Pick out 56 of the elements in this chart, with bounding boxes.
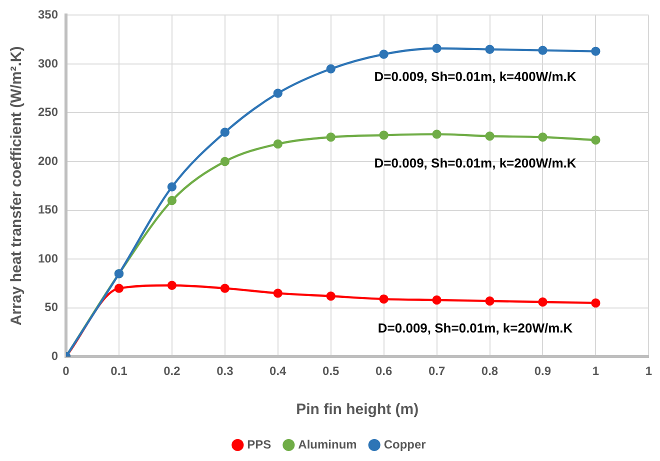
x-tick-label: 0.5: [322, 364, 340, 378]
x-tick-label: 0.2: [164, 364, 181, 378]
point: [273, 288, 282, 298]
x-tick-label: 0.4: [270, 364, 287, 378]
x-tick-label: 0.7: [428, 364, 446, 378]
point: [538, 132, 548, 142]
x-tick-label: 0.3: [216, 364, 234, 378]
y-tick-label: 0: [51, 348, 58, 363]
y-tick-label: 350: [38, 8, 58, 22]
point: [220, 156, 230, 166]
point: [379, 294, 388, 304]
y-tick-label: 300: [38, 56, 58, 70]
x-tick-label: 0.8: [481, 364, 498, 378]
x-tick-label: 1: [592, 364, 600, 378]
y-tick-label: 150: [38, 202, 58, 217]
annotation: D=0.009, Sh=0.01m, k=200W/m.K: [374, 156, 577, 171]
point: [273, 88, 282, 98]
y-axis-title: Array heat transfer coefficient (W/m².K): [8, 46, 26, 326]
point: [167, 280, 177, 290]
point: [538, 46, 548, 55]
point: [114, 284, 124, 293]
legend-label: Copper: [384, 437, 426, 452]
y-tick-label: 100: [38, 251, 58, 266]
x-tick-label: 0.6: [375, 364, 392, 378]
y-tick-label: 250: [38, 105, 58, 120]
point: [538, 297, 548, 307]
annotation: D=0.009, Sh=0.01m, k=20W/m.K: [378, 320, 574, 336]
point: [485, 296, 494, 306]
point: [167, 182, 177, 192]
point: [591, 46, 600, 56]
point: [379, 50, 388, 59]
point: [432, 44, 442, 53]
point: [326, 292, 336, 301]
legend-label: Aluminum: [298, 437, 357, 452]
point: [167, 196, 177, 206]
legend-label: PPS: [247, 437, 272, 452]
point: [432, 130, 442, 139]
point: [432, 295, 442, 305]
point: [220, 284, 230, 293]
x-tick-label: 0: [62, 364, 70, 378]
point: [591, 298, 600, 308]
x-axis-title: Pin fin height (m): [296, 401, 419, 418]
y-tick-label: 50: [44, 300, 58, 314]
point: [379, 130, 388, 140]
point: [485, 132, 494, 141]
annotation: D=0.009, Sh=0.01m, k=400W/m.K: [374, 68, 577, 84]
point: [485, 44, 494, 54]
point: [220, 128, 230, 137]
x-tick-label: 0.1: [110, 364, 128, 378]
x-tick-label: 1: [645, 364, 652, 378]
point: [591, 135, 600, 145]
point: [326, 64, 336, 74]
point: [326, 132, 336, 142]
x-tick-label: 0.9: [534, 364, 552, 378]
point: [273, 139, 282, 149]
y-tick-label: 200: [38, 154, 58, 168]
